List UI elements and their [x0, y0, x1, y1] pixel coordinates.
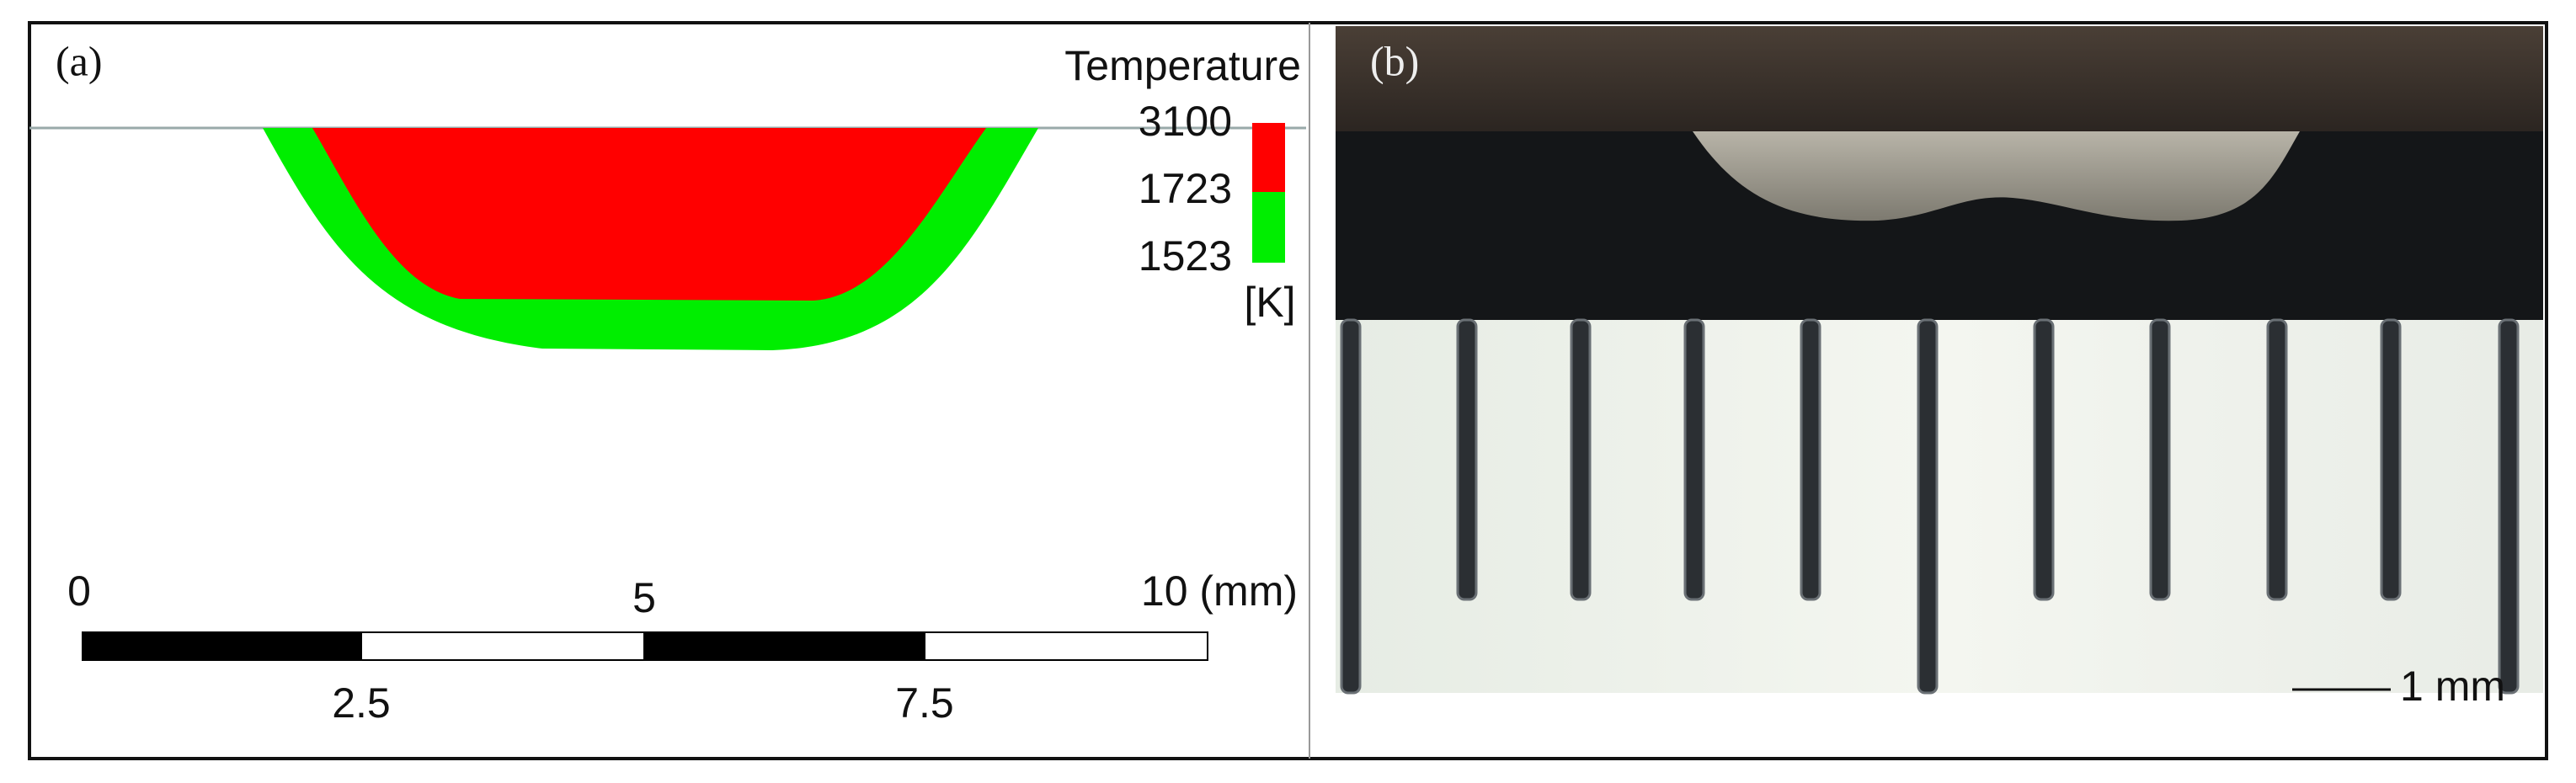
ruler-tick [1917, 318, 1939, 695]
ruler-tick [2266, 318, 2288, 601]
legend-level: 3100 [1139, 98, 1232, 145]
scale-segment [360, 631, 645, 661]
photo-background [1336, 26, 2543, 136]
ruler-tick [2149, 318, 2171, 601]
melt-pool [312, 128, 986, 301]
ruler [1336, 320, 2543, 693]
scale-segment [82, 631, 362, 661]
panel-label: (a) [56, 37, 103, 84]
panel-b: (b) 1 mm [1336, 26, 2543, 710]
legend-red [1252, 123, 1285, 192]
scale-segment [643, 631, 925, 661]
ruler-tick [1570, 318, 1592, 601]
scale-segment [924, 631, 1208, 661]
ruler-tick [2033, 318, 2055, 601]
ruler-tick [1340, 318, 1362, 695]
panel-label: (b) [1370, 37, 1419, 84]
legend-level: 1523 [1139, 232, 1232, 280]
legend-unit: [K] [1244, 279, 1295, 326]
legend-level: 1723 [1139, 165, 1232, 212]
ruler-tick [2380, 318, 2402, 601]
scale-label: 0 [67, 567, 91, 615]
scale-label: 7.5 [895, 679, 954, 727]
scale-label: 1 mm [2400, 663, 2505, 710]
ruler-tick [1456, 318, 1478, 601]
ruler-tick [2498, 318, 2520, 695]
legend-green [1252, 192, 1285, 263]
scale-label: 5 [632, 574, 656, 621]
panel-a: (a) Temperature 3100 1723 1523 [K] 0 5 1… [29, 37, 1306, 727]
ruler-tick [1683, 318, 1705, 601]
scale-label: 10 (mm) [1141, 567, 1298, 615]
ruler-tick [1800, 318, 1821, 601]
legend-title: Temperature [1064, 42, 1301, 89]
scale-label: 2.5 [332, 679, 391, 727]
weld-bead [1693, 131, 2300, 221]
